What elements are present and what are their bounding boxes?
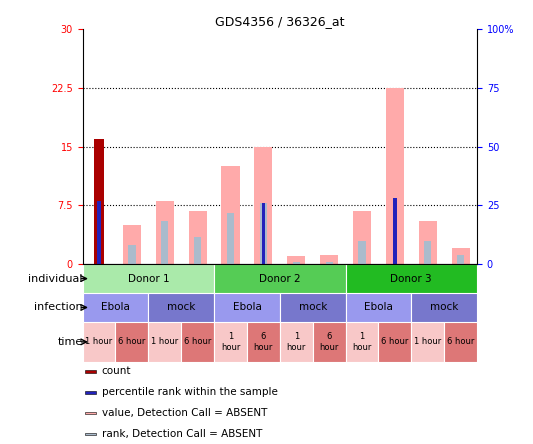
- Bar: [378, 322, 411, 362]
- Bar: [393, 198, 397, 264]
- Bar: [254, 147, 272, 264]
- Text: value, Detection Call = ABSENT: value, Detection Call = ABSENT: [102, 408, 267, 418]
- Title: GDS4356 / 36326_at: GDS4356 / 36326_at: [215, 15, 344, 28]
- Bar: [345, 264, 477, 293]
- Bar: [320, 255, 338, 264]
- Text: mock: mock: [430, 302, 458, 313]
- Bar: [214, 322, 247, 362]
- Text: Donor 1: Donor 1: [127, 274, 169, 284]
- Text: infection: infection: [34, 302, 83, 313]
- Bar: [214, 293, 280, 322]
- Bar: [419, 221, 437, 264]
- Text: 6 hour: 6 hour: [118, 337, 146, 346]
- Bar: [386, 88, 404, 264]
- Bar: [214, 264, 345, 293]
- Text: mock: mock: [298, 302, 327, 313]
- Text: percentile rank within the sample: percentile rank within the sample: [102, 387, 278, 397]
- Text: 1
hour: 1 hour: [287, 332, 306, 352]
- Text: 6
hour: 6 hour: [319, 332, 339, 352]
- Bar: [451, 249, 470, 264]
- Text: Ebola: Ebola: [364, 302, 393, 313]
- Bar: [161, 221, 168, 264]
- Text: Ebola: Ebola: [101, 302, 130, 313]
- Text: rank, Detection Call = ABSENT: rank, Detection Call = ABSENT: [102, 429, 262, 439]
- Bar: [358, 241, 366, 264]
- Bar: [345, 322, 378, 362]
- Text: 6 hour: 6 hour: [447, 337, 474, 346]
- Bar: [83, 293, 148, 322]
- Bar: [247, 322, 280, 362]
- Text: 1
hour: 1 hour: [221, 332, 240, 352]
- Bar: [148, 322, 181, 362]
- Bar: [293, 262, 300, 264]
- Text: time: time: [58, 337, 83, 347]
- Bar: [262, 203, 265, 264]
- Text: 1 hour: 1 hour: [85, 337, 112, 346]
- Bar: [260, 203, 267, 264]
- Bar: [444, 322, 477, 362]
- Bar: [353, 211, 371, 264]
- Bar: [116, 322, 148, 362]
- Bar: [411, 322, 444, 362]
- Text: 1 hour: 1 hour: [151, 337, 179, 346]
- Bar: [457, 255, 464, 264]
- Bar: [148, 293, 214, 322]
- Bar: [227, 213, 234, 264]
- Bar: [411, 293, 477, 322]
- Bar: [156, 202, 174, 264]
- Bar: [83, 264, 214, 293]
- Bar: [123, 225, 141, 264]
- Bar: [424, 241, 431, 264]
- Bar: [85, 370, 96, 373]
- Text: individual: individual: [28, 274, 83, 284]
- Text: Donor 3: Donor 3: [391, 274, 432, 284]
- Bar: [280, 293, 345, 322]
- Bar: [313, 322, 345, 362]
- Bar: [222, 166, 239, 264]
- Bar: [83, 322, 116, 362]
- Bar: [280, 322, 313, 362]
- Bar: [85, 432, 96, 435]
- Bar: [189, 211, 207, 264]
- Text: 1
hour: 1 hour: [352, 332, 372, 352]
- Bar: [181, 322, 214, 362]
- Bar: [85, 391, 96, 393]
- Text: 6
hour: 6 hour: [254, 332, 273, 352]
- Text: Ebola: Ebola: [232, 302, 261, 313]
- Text: 6 hour: 6 hour: [381, 337, 409, 346]
- Bar: [326, 262, 333, 264]
- Bar: [287, 256, 305, 264]
- Bar: [85, 412, 96, 414]
- Text: mock: mock: [167, 302, 196, 313]
- Text: count: count: [102, 366, 131, 377]
- Text: Donor 2: Donor 2: [259, 274, 301, 284]
- Bar: [345, 293, 411, 322]
- Bar: [128, 245, 135, 264]
- Bar: [98, 202, 101, 264]
- Bar: [194, 237, 201, 264]
- Text: 1 hour: 1 hour: [414, 337, 441, 346]
- Bar: [94, 139, 104, 264]
- Text: 6 hour: 6 hour: [184, 337, 212, 346]
